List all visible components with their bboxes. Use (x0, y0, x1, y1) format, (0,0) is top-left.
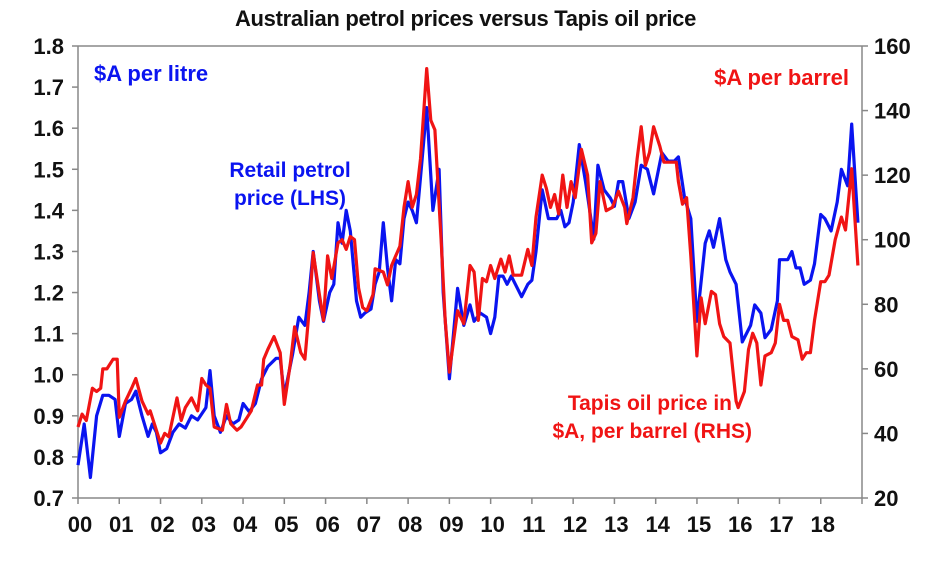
x-tick-label: 08 (398, 512, 422, 537)
right-tick-label: 160 (874, 34, 911, 59)
left-tick-label: 1.1 (33, 322, 64, 347)
left-tick-label: 1.8 (33, 34, 64, 59)
oil-series-label: Tapis oil price in $A, per barrel (RHS) (500, 390, 752, 446)
x-tick-label: 03 (192, 512, 216, 537)
right-tick-label: 20 (874, 486, 898, 511)
oil-series-label-line-1: Tapis oil price in (567, 392, 732, 415)
right-tick-label: 140 (874, 99, 911, 124)
x-tick-label: 18 (810, 512, 834, 537)
chart-title: Australian petrol prices versus Tapis oi… (234, 6, 697, 31)
petrol-price-line (76, 105, 860, 480)
petrol-series-label: Retail petrol price (LHS) (210, 157, 370, 213)
tapis-oil-price-line (76, 66, 860, 445)
right-tick-label: 120 (874, 163, 911, 188)
oil-series-label-line-2: $A, per barrel (RHS) (552, 420, 752, 443)
left-tick-label: 0.7 (33, 486, 64, 511)
left-tick-label: 1.2 (33, 281, 64, 306)
left-tick-label: 1.4 (33, 198, 64, 223)
left-tick-label: 1.5 (33, 157, 64, 182)
x-tick-label: 14 (645, 512, 670, 537)
left-tick-label: 1.3 (33, 239, 64, 264)
x-tick-label: 05 (274, 512, 298, 537)
x-tick-label: 11 (522, 512, 545, 537)
x-tick-label: 01 (109, 512, 133, 537)
x-tick-label: 16 (728, 512, 752, 537)
x-tick-label: 09 (439, 512, 463, 537)
x-tick-label: 12 (563, 512, 587, 537)
x-tick-label: 02 (150, 512, 174, 537)
x-tick-label: 15 (687, 512, 711, 537)
x-tick-label: 17 (769, 512, 793, 537)
petrol-series-label-line-2: price (LHS) (233, 187, 346, 210)
left-tick-label: 1.0 (33, 363, 64, 388)
left-tick-label: 0.8 (33, 445, 64, 470)
right-tick-label: 40 (874, 421, 898, 446)
right-axis-unit-label: $A per barrel (714, 65, 849, 90)
x-tick-label: 04 (233, 512, 258, 537)
x-tick-label: 06 (315, 512, 339, 537)
right-tick-label: 80 (874, 292, 898, 317)
left-tick-label: 1.7 (33, 75, 64, 100)
x-tick-label: 13 (604, 512, 628, 537)
petrol-series-label-line-1: Retail petrol (229, 159, 351, 182)
x-tick-label: 00 (68, 512, 92, 537)
x-tick-label: 10 (480, 512, 504, 537)
left-tick-label: 0.9 (33, 404, 64, 429)
right-tick-label: 100 (874, 228, 911, 253)
left-tick-label: 1.6 (33, 116, 64, 141)
left-axis-unit-label: $A per litre (94, 61, 209, 86)
right-tick-label: 60 (874, 357, 898, 382)
x-tick-label: 07 (357, 512, 381, 537)
